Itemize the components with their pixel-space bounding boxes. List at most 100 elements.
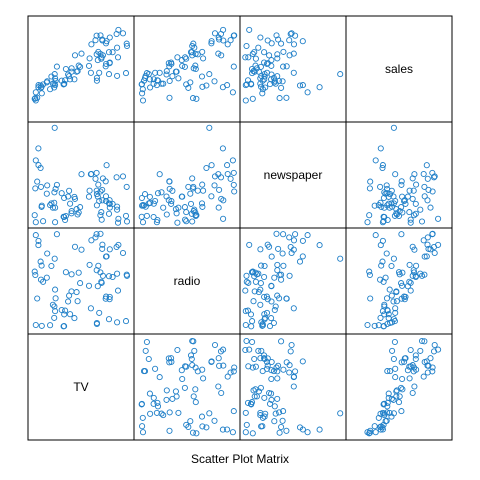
data-point [386, 286, 393, 293]
data-point [139, 219, 147, 226]
data-point [52, 204, 59, 211]
data-point [51, 255, 58, 262]
data-point [97, 188, 104, 195]
data-point [67, 200, 74, 207]
data-point [71, 76, 78, 83]
chart-title: Scatter Plot Matrix [191, 452, 289, 466]
data-point [38, 90, 45, 97]
data-point [248, 399, 256, 406]
data-point [31, 95, 38, 102]
data-point [47, 86, 54, 93]
data-point [407, 287, 414, 294]
data-point [224, 41, 231, 48]
data-point [258, 319, 265, 326]
data-point [106, 204, 113, 211]
data-point [103, 162, 110, 169]
data-point [51, 124, 58, 131]
data-point [183, 363, 190, 370]
data-point [102, 178, 109, 185]
data-point [243, 337, 250, 345]
data-point [138, 401, 145, 408]
data-point [383, 250, 390, 257]
data-point [166, 359, 173, 366]
data-point [206, 71, 213, 78]
data-point [407, 346, 414, 354]
data-point [32, 219, 39, 226]
data-point [278, 423, 285, 431]
data-point [160, 80, 167, 87]
data-point [34, 178, 41, 185]
data-point [288, 341, 295, 349]
data-point [93, 51, 100, 58]
data-point [287, 243, 294, 251]
data-point [85, 282, 93, 289]
data-point [190, 208, 197, 215]
data-point [114, 219, 122, 226]
data-point [102, 63, 109, 70]
data-point [366, 212, 373, 219]
data-point [150, 400, 157, 407]
data-point [182, 216, 189, 223]
data-point [377, 145, 384, 152]
data-point [166, 427, 173, 434]
data-point [114, 270, 121, 277]
data-point [139, 202, 146, 209]
data-point [153, 82, 160, 89]
data-point [154, 399, 161, 406]
data-point [51, 71, 58, 78]
data-point [258, 347, 265, 354]
data-point [191, 347, 198, 354]
data-point [188, 49, 195, 56]
data-point [96, 309, 103, 316]
data-point [194, 51, 201, 58]
data-point [379, 308, 386, 315]
data-point [401, 355, 408, 362]
data-point [366, 185, 373, 192]
panel-tv-vs-sales [345, 333, 453, 441]
data-point [250, 387, 257, 394]
data-point [274, 368, 281, 375]
data-point [411, 212, 418, 219]
data-point [399, 193, 406, 200]
data-point [31, 212, 38, 219]
data-point [421, 193, 428, 200]
data-point [268, 253, 275, 260]
data-point [103, 60, 110, 67]
data-point [381, 189, 388, 196]
data-point [283, 427, 290, 434]
data-point [68, 65, 75, 72]
data-point [385, 390, 392, 397]
data-point [96, 197, 103, 205]
data-point [271, 403, 278, 410]
data-point [242, 409, 249, 416]
data-point [179, 375, 186, 383]
data-point [424, 241, 431, 248]
data-point [287, 30, 294, 38]
data-point [78, 171, 85, 178]
data-point [259, 322, 266, 329]
data-point [253, 271, 260, 278]
data-point [168, 198, 175, 205]
data-point [378, 262, 385, 269]
data-point [105, 210, 113, 217]
data-point [192, 399, 199, 406]
data-point [384, 216, 391, 224]
data-point [114, 44, 121, 51]
data-point [402, 200, 409, 207]
data-point [93, 267, 100, 274]
data-point [58, 306, 65, 314]
data-point [198, 413, 206, 420]
data-point [218, 52, 225, 59]
data-point [31, 268, 38, 275]
data-point [105, 316, 113, 323]
data-point [166, 178, 173, 185]
data-point [190, 65, 197, 72]
data-point [62, 65, 69, 73]
data-point [337, 410, 344, 417]
data-point [304, 89, 311, 96]
data-point [242, 429, 249, 436]
data-point [217, 348, 225, 355]
data-point [280, 366, 287, 373]
data-point [123, 272, 131, 279]
data-point [53, 63, 60, 70]
